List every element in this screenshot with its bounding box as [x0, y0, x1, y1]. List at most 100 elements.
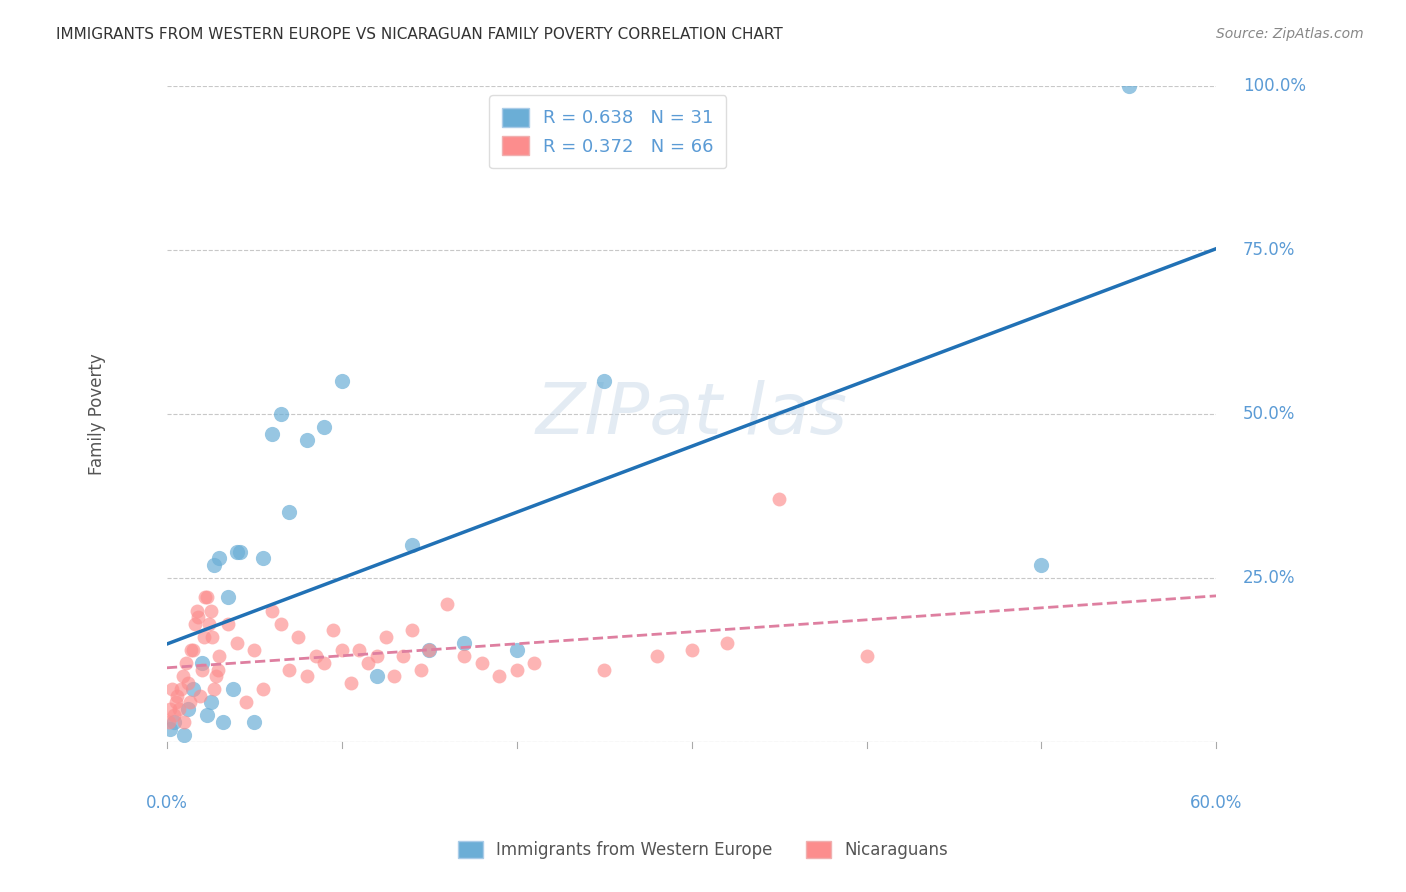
Point	[349, 643, 371, 657]
Point	[330, 374, 353, 388]
Point	[160, 682, 183, 697]
Point	[172, 669, 194, 683]
Point	[207, 663, 229, 677]
Point	[173, 728, 195, 742]
Point	[195, 708, 218, 723]
Point	[453, 636, 475, 650]
Text: 60.0%: 60.0%	[1191, 794, 1243, 812]
Point	[173, 714, 195, 729]
Point	[193, 630, 215, 644]
Point	[523, 656, 546, 670]
Point	[163, 708, 186, 723]
Legend: Immigrants from Western Europe, Nicaraguans: Immigrants from Western Europe, Nicaragu…	[451, 834, 955, 866]
Point	[198, 616, 221, 631]
Point	[260, 604, 283, 618]
Text: 50.0%: 50.0%	[1243, 405, 1295, 423]
Point	[418, 643, 440, 657]
Point	[174, 656, 197, 670]
Point	[208, 551, 231, 566]
Point	[645, 649, 668, 664]
Point	[471, 656, 494, 670]
Point	[304, 649, 326, 664]
Point	[314, 656, 336, 670]
Point	[170, 682, 193, 697]
Point	[195, 591, 218, 605]
Point	[229, 544, 252, 558]
Point	[181, 682, 204, 697]
Point	[593, 663, 616, 677]
Point	[357, 656, 380, 670]
Point	[436, 597, 458, 611]
Point	[366, 649, 388, 664]
Point	[1118, 79, 1140, 94]
Point	[202, 558, 225, 572]
Point	[409, 663, 432, 677]
Point	[225, 544, 247, 558]
Point	[205, 669, 228, 683]
Point	[418, 643, 440, 657]
Point	[159, 702, 181, 716]
Point	[506, 643, 529, 657]
Text: ZIPat las: ZIPat las	[536, 379, 848, 449]
Text: 75.0%: 75.0%	[1243, 241, 1295, 260]
Point	[322, 624, 344, 638]
Point	[270, 407, 292, 421]
Point	[181, 643, 204, 657]
Point	[366, 669, 388, 683]
Text: 100.0%: 100.0%	[1243, 78, 1306, 95]
Point	[681, 643, 703, 657]
Point	[506, 663, 529, 677]
Point	[200, 604, 222, 618]
Point	[180, 643, 202, 657]
Point	[1031, 558, 1053, 572]
Point	[374, 630, 396, 644]
Text: 25.0%: 25.0%	[1243, 569, 1295, 587]
Point	[194, 591, 217, 605]
Point	[382, 669, 405, 683]
Point	[252, 682, 274, 697]
Text: 0.0%: 0.0%	[146, 794, 188, 812]
Point	[177, 675, 200, 690]
Point	[222, 682, 245, 697]
Point	[287, 630, 309, 644]
Point	[593, 374, 616, 388]
Point	[314, 420, 336, 434]
Point	[401, 624, 423, 638]
Point	[330, 643, 353, 657]
Point	[243, 643, 266, 657]
Point	[208, 649, 231, 664]
Point	[202, 682, 225, 697]
Point	[295, 434, 318, 448]
Point	[401, 538, 423, 552]
Point	[186, 604, 208, 618]
Point	[184, 616, 207, 631]
Point	[453, 649, 475, 664]
Point	[166, 689, 188, 703]
Point	[339, 675, 361, 690]
Point	[392, 649, 415, 664]
Point	[855, 649, 877, 664]
Point	[768, 492, 790, 507]
Point	[278, 663, 301, 677]
Point	[217, 616, 239, 631]
Point	[295, 669, 318, 683]
Point	[225, 636, 247, 650]
Point	[260, 426, 283, 441]
Text: IMMIGRANTS FROM WESTERN EUROPE VS NICARAGUAN FAMILY POVERTY CORRELATION CHART: IMMIGRANTS FROM WESTERN EUROPE VS NICARA…	[56, 27, 783, 42]
Point	[278, 505, 301, 519]
Point	[165, 695, 187, 709]
Point	[167, 702, 190, 716]
Legend: R = 0.638   N = 31, R = 0.372   N = 66: R = 0.638 N = 31, R = 0.372 N = 66	[489, 95, 727, 169]
Point	[488, 669, 510, 683]
Point	[716, 636, 738, 650]
Point	[252, 551, 274, 566]
Point	[217, 591, 239, 605]
Point	[187, 610, 209, 624]
Point	[243, 714, 266, 729]
Point	[191, 656, 214, 670]
Point	[201, 630, 224, 644]
Text: Family Poverty: Family Poverty	[87, 353, 105, 475]
Point	[191, 663, 214, 677]
Point	[179, 695, 201, 709]
Point	[211, 714, 233, 729]
